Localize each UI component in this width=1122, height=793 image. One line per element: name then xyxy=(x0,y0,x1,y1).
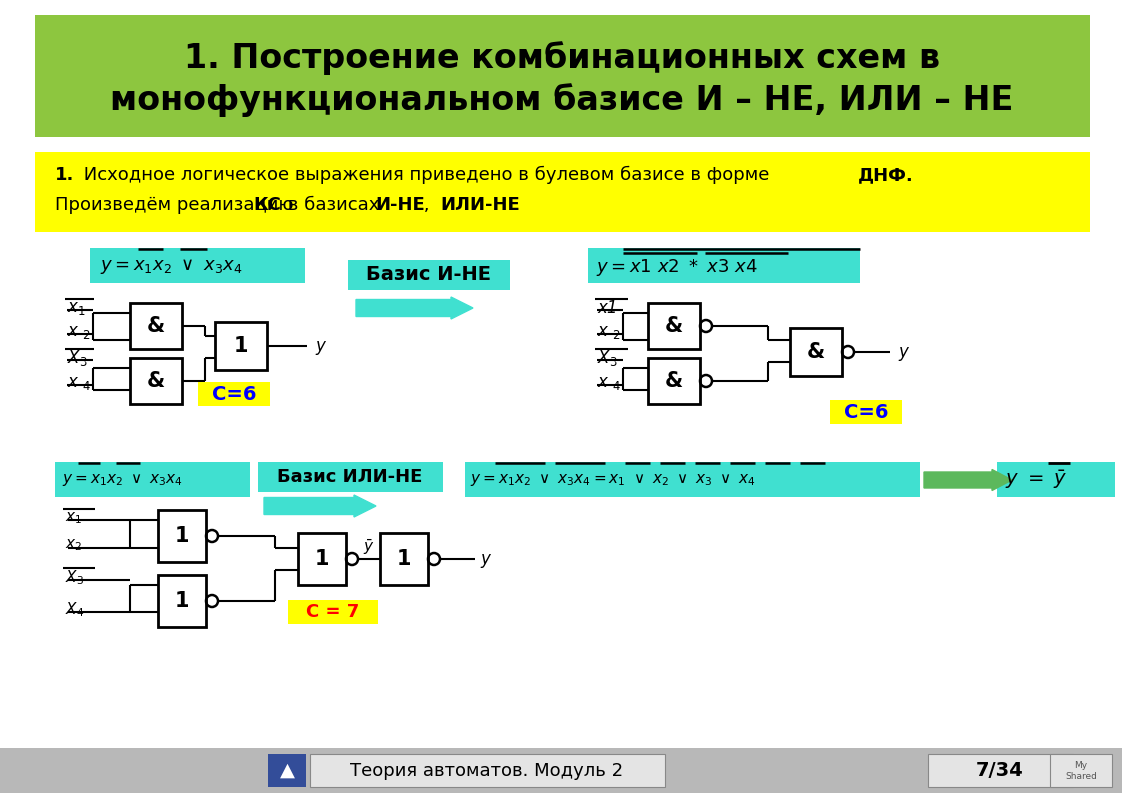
Text: $x\ _2$: $x\ _2$ xyxy=(597,323,622,341)
Text: $y = x1\ x2\ *\ x3\ x4$: $y = x1\ x2\ *\ x3\ x4$ xyxy=(596,256,758,278)
Text: ДНФ.: ДНФ. xyxy=(858,166,913,184)
Bar xyxy=(258,462,443,492)
Bar xyxy=(158,510,206,562)
Text: Произведём реализацию: Произведём реализацию xyxy=(55,196,300,214)
Text: C = 7: C = 7 xyxy=(306,603,360,621)
Bar xyxy=(130,358,182,404)
Text: ,: , xyxy=(419,196,435,214)
FancyArrow shape xyxy=(264,495,376,517)
Text: 1: 1 xyxy=(175,526,190,546)
Text: y: y xyxy=(480,550,490,568)
Text: $x_1$: $x_1$ xyxy=(65,510,82,526)
Bar xyxy=(588,248,859,283)
Text: My
Shared: My Shared xyxy=(1065,761,1097,780)
Text: $y = x_1 x_2\ \vee\ x_3 x_4 = x_1\ \vee\ x_2\ \vee\ x_3\ \vee\ x_4$: $y = x_1 x_2\ \vee\ x_3 x_4 = x_1\ \vee\… xyxy=(470,472,756,488)
Bar xyxy=(90,248,305,283)
Bar xyxy=(348,260,511,290)
Text: 7/34: 7/34 xyxy=(976,761,1024,780)
Text: $y = x_1 x_2\ \vee\ x_3 x_4$: $y = x_1 x_2\ \vee\ x_3 x_4$ xyxy=(100,258,242,277)
Text: &: & xyxy=(665,371,683,391)
Text: И-НЕ: И-НЕ xyxy=(375,196,425,214)
Text: $x\ _2$: $x\ _2$ xyxy=(67,323,91,341)
Text: &: & xyxy=(807,342,825,362)
Bar xyxy=(268,754,306,787)
Bar xyxy=(215,322,267,370)
Text: $x\ _4$: $x\ _4$ xyxy=(67,374,92,392)
Bar xyxy=(0,748,1122,793)
Text: монофункциональном базисе И – НЕ, ИЛИ – НЕ: монофункциональном базисе И – НЕ, ИЛИ – … xyxy=(110,83,1013,117)
Bar xyxy=(790,328,842,376)
Bar xyxy=(288,600,378,624)
Text: $y = x_1 x_2\ \vee\ x_3 x_4$: $y = x_1 x_2\ \vee\ x_3 x_4$ xyxy=(62,472,183,488)
Text: &: & xyxy=(147,316,165,336)
Text: $X_3$: $X_3$ xyxy=(67,348,88,368)
Text: 1. Построение комбинационных схем в: 1. Построение комбинационных схем в xyxy=(184,41,940,75)
Text: &: & xyxy=(665,316,683,336)
Text: $X_3$: $X_3$ xyxy=(597,348,617,368)
Text: $x_1$: $x_1$ xyxy=(67,299,85,317)
Bar xyxy=(830,400,902,424)
Text: y: y xyxy=(315,337,325,355)
Text: 1: 1 xyxy=(175,591,190,611)
Text: Базис ИЛИ-НЕ: Базис ИЛИ-НЕ xyxy=(277,468,423,486)
Bar xyxy=(310,754,665,787)
Bar xyxy=(55,462,250,497)
FancyArrow shape xyxy=(356,297,473,319)
Bar xyxy=(158,575,206,627)
Text: С=6: С=6 xyxy=(844,403,889,422)
Bar xyxy=(649,358,700,404)
Bar xyxy=(197,382,270,406)
FancyArrow shape xyxy=(925,469,1012,491)
Text: в базисах: в базисах xyxy=(282,196,385,214)
Bar xyxy=(130,303,182,349)
Bar xyxy=(35,152,1089,232)
Text: 1: 1 xyxy=(397,549,412,569)
Text: $y\ =\ \bar{y}$: $y\ =\ \bar{y}$ xyxy=(1005,469,1067,492)
Text: y: y xyxy=(898,343,908,361)
Text: 1: 1 xyxy=(315,549,329,569)
Bar xyxy=(380,533,427,585)
Text: Исходное логическое выражения приведено в булевом базисе в форме: Исходное логическое выражения приведено … xyxy=(79,166,775,184)
Text: С=6: С=6 xyxy=(212,385,256,404)
Bar xyxy=(298,533,346,585)
Text: Теория автоматов. Модуль 2: Теория автоматов. Модуль 2 xyxy=(350,762,624,780)
Text: $X_3$: $X_3$ xyxy=(65,569,84,588)
Bar xyxy=(649,303,700,349)
Text: 1: 1 xyxy=(233,336,248,356)
Text: $\bar{y}$: $\bar{y}$ xyxy=(364,538,375,557)
Text: КС: КС xyxy=(252,196,280,214)
Bar xyxy=(1050,754,1112,787)
Text: $x_2$: $x_2$ xyxy=(65,537,82,553)
Text: &: & xyxy=(147,371,165,391)
Text: $X_4$: $X_4$ xyxy=(65,600,84,619)
Text: ИЛИ-НЕ: ИЛИ-НЕ xyxy=(440,196,519,214)
Text: Базис И-НЕ: Базис И-НЕ xyxy=(367,266,491,285)
Bar xyxy=(35,15,1089,137)
Text: ▲: ▲ xyxy=(279,760,294,780)
Bar xyxy=(465,462,920,497)
Text: 1.: 1. xyxy=(55,166,74,184)
Text: $x\ _4$: $x\ _4$ xyxy=(597,374,622,392)
Bar xyxy=(997,462,1115,497)
Text: x1: x1 xyxy=(597,299,617,317)
Bar xyxy=(928,754,1073,787)
